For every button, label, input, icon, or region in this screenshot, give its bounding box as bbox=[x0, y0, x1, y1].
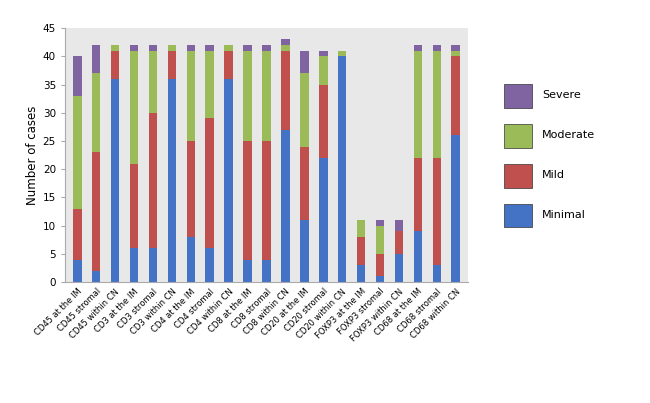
Bar bbox=[130, 248, 138, 282]
Bar bbox=[413, 45, 422, 51]
Bar bbox=[432, 45, 441, 51]
Bar bbox=[281, 45, 290, 51]
FancyBboxPatch shape bbox=[504, 204, 532, 227]
FancyBboxPatch shape bbox=[504, 124, 532, 147]
Bar bbox=[243, 141, 252, 260]
Bar bbox=[73, 56, 81, 96]
Bar bbox=[413, 51, 422, 158]
Bar bbox=[130, 51, 138, 164]
Bar bbox=[413, 231, 422, 282]
Bar bbox=[395, 254, 403, 282]
Bar bbox=[243, 260, 252, 282]
Bar bbox=[92, 45, 101, 73]
Bar bbox=[300, 73, 309, 147]
Bar bbox=[376, 276, 384, 282]
Bar bbox=[319, 85, 328, 158]
Bar bbox=[357, 237, 365, 265]
Y-axis label: Number of cases: Number of cases bbox=[25, 106, 38, 205]
Bar bbox=[111, 45, 120, 51]
Bar bbox=[224, 45, 233, 51]
Bar bbox=[111, 51, 120, 79]
Bar bbox=[338, 51, 346, 56]
Bar bbox=[243, 45, 252, 51]
Bar bbox=[205, 51, 214, 118]
Bar bbox=[187, 51, 195, 141]
Bar bbox=[395, 231, 403, 254]
Bar bbox=[376, 254, 384, 276]
Bar bbox=[149, 113, 157, 248]
Bar bbox=[338, 56, 346, 282]
Bar bbox=[262, 45, 271, 51]
Bar bbox=[300, 147, 309, 220]
Bar bbox=[111, 79, 120, 282]
Bar bbox=[452, 51, 460, 56]
Bar bbox=[168, 79, 176, 282]
Bar bbox=[452, 45, 460, 51]
Bar bbox=[319, 56, 328, 85]
FancyBboxPatch shape bbox=[504, 84, 532, 108]
Bar bbox=[130, 164, 138, 248]
Bar bbox=[319, 158, 328, 282]
Bar bbox=[452, 56, 460, 135]
Bar bbox=[281, 130, 290, 282]
Bar bbox=[281, 39, 290, 45]
Bar bbox=[187, 141, 195, 237]
Bar bbox=[92, 152, 101, 271]
Bar bbox=[357, 265, 365, 282]
Bar bbox=[149, 51, 157, 113]
Bar bbox=[92, 271, 101, 282]
Bar bbox=[300, 51, 309, 73]
Text: Moderate: Moderate bbox=[542, 130, 595, 140]
Text: Mild: Mild bbox=[542, 170, 565, 180]
Bar bbox=[187, 45, 195, 51]
Bar bbox=[300, 220, 309, 282]
Bar bbox=[205, 118, 214, 248]
Bar bbox=[187, 237, 195, 282]
Bar bbox=[130, 45, 138, 51]
Bar bbox=[432, 158, 441, 265]
Bar bbox=[73, 209, 81, 260]
Bar bbox=[376, 226, 384, 254]
Bar bbox=[73, 96, 81, 209]
Bar bbox=[432, 51, 441, 158]
Bar bbox=[149, 248, 157, 282]
Bar bbox=[319, 51, 328, 56]
Bar bbox=[262, 141, 271, 260]
Text: Minimal: Minimal bbox=[542, 210, 586, 220]
Bar bbox=[149, 45, 157, 51]
Bar bbox=[281, 51, 290, 130]
FancyBboxPatch shape bbox=[504, 164, 532, 188]
Bar bbox=[168, 45, 176, 51]
Bar bbox=[224, 79, 233, 282]
Bar bbox=[376, 220, 384, 226]
Bar bbox=[73, 260, 81, 282]
Bar bbox=[92, 73, 101, 152]
Text: Severe: Severe bbox=[542, 90, 580, 100]
Bar bbox=[452, 135, 460, 282]
Bar bbox=[168, 51, 176, 79]
Bar bbox=[224, 51, 233, 79]
Bar bbox=[413, 158, 422, 231]
Bar bbox=[205, 45, 214, 51]
Bar bbox=[357, 220, 365, 237]
Bar bbox=[262, 260, 271, 282]
Bar bbox=[432, 265, 441, 282]
Bar bbox=[395, 220, 403, 231]
Bar bbox=[205, 248, 214, 282]
Bar bbox=[243, 51, 252, 141]
Bar bbox=[262, 51, 271, 141]
